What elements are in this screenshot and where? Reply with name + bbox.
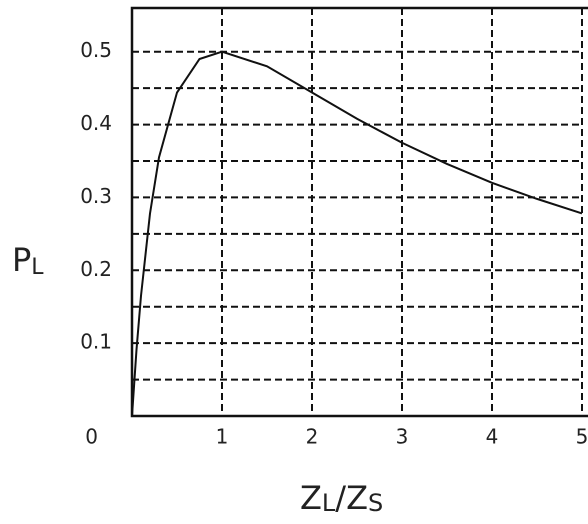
y-tick-label: 0.5 [80,38,112,62]
y-tick-label: 0.1 [80,330,112,354]
y-label-sub: L [31,255,44,280]
y-tick-label: 0.2 [80,257,112,281]
data-line [131,50,583,417]
x-tick-label: 3 [396,425,409,449]
x-label-sub: S [368,489,383,517]
y-axis-label: PL [12,241,44,280]
x-tick-label: 1 [216,425,229,449]
plot-frame [130,6,588,418]
x-tick-label: 4 [486,425,499,449]
x-axis-label: ZL/ZS [300,479,383,517]
x-label-part: Z [300,479,322,517]
y-tick-label: 0.3 [80,184,112,208]
x-label-sub: L [322,489,336,517]
x-tick-label: 2 [306,425,319,449]
y-label-main: P [12,241,31,279]
y-tick-label: 0 [85,425,98,449]
y-tick-label: 0.4 [80,111,112,135]
x-label-part: /Z [335,479,368,517]
x-tick-label: 5 [576,425,588,449]
